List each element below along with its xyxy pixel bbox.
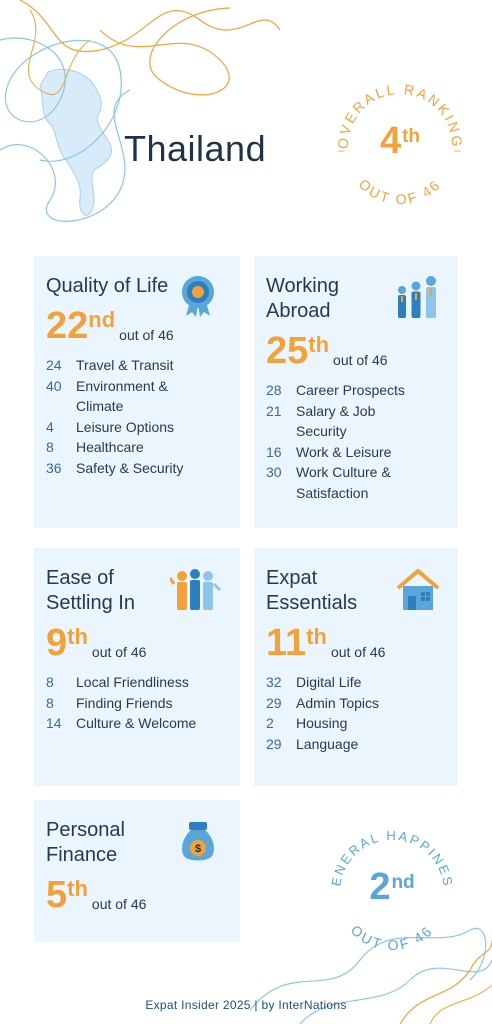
overall-rank-suffix: th bbox=[402, 126, 421, 147]
svg-text:–: – bbox=[454, 143, 461, 157]
sub-rank-label: Housing bbox=[296, 715, 348, 731]
medal-icon bbox=[178, 274, 218, 323]
sub-rank: 30 bbox=[266, 464, 282, 480]
happiness-rank-number: 2 bbox=[369, 866, 391, 908]
footer-credit: Expat Insider 2025 | by InterNations bbox=[145, 998, 347, 1012]
category-rank-number: 22 bbox=[46, 305, 89, 347]
card-quality-of-life: Quality of Life 22 nd out of 46 24 Travel… bbox=[34, 256, 240, 528]
category-rank-number: 9 bbox=[46, 622, 68, 664]
category-out-of: out of 46 bbox=[119, 327, 174, 343]
sub-rank-label: Finding Friends bbox=[76, 694, 173, 711]
card-expat-essentials: Expat Essentials 11 th out of 46 32 Digit… bbox=[254, 548, 458, 786]
happiness-rank-suffix: nd bbox=[391, 872, 415, 893]
category-rank-suffix: th bbox=[67, 624, 88, 649]
sub-rank-label: Work Culture & Satisfaction bbox=[296, 464, 391, 501]
people-group-icon bbox=[168, 568, 222, 617]
category-rank-number: 11 bbox=[266, 622, 307, 664]
overall-rank-number: 4 bbox=[379, 120, 402, 162]
category-rank-suffix: nd bbox=[88, 307, 116, 332]
sub-rank: 16 bbox=[266, 443, 282, 460]
overall-badge-bottom-text: OUT OF 46 bbox=[356, 176, 442, 208]
card-title: Expat Essentials bbox=[266, 567, 358, 614]
card-title: Personal Finance bbox=[46, 819, 125, 866]
card-title: Ease of Settling In bbox=[46, 567, 135, 614]
sub-rank-label: Culture & Welcome bbox=[76, 715, 197, 731]
sub-rank-row: 16 Work & Leisure bbox=[266, 442, 446, 463]
sub-rank-label: Environment & Climate bbox=[76, 377, 168, 415]
sub-rank-row: 32 Digital Life bbox=[266, 672, 446, 693]
sub-rank-row: 8 Healthcare bbox=[46, 437, 228, 458]
workers-icon bbox=[394, 276, 440, 325]
sub-rank: 8 bbox=[46, 674, 54, 690]
category-out-of: out of 46 bbox=[330, 644, 386, 660]
sub-rank-row: 29 Language bbox=[266, 734, 446, 755]
card-working-abroad: Working Abroad 25 th out of 46 28 Career … bbox=[254, 256, 458, 528]
sub-rank-row: 29 Admin Topics bbox=[266, 693, 446, 714]
sub-rank: 14 bbox=[46, 715, 62, 731]
category-out-of: out of 46 bbox=[91, 644, 147, 660]
money-bag-icon: $ bbox=[180, 820, 216, 867]
sub-rank-label: Healthcare bbox=[76, 439, 144, 455]
sub-rank: 28 bbox=[266, 382, 282, 398]
sub-rank-label: Work & Leisure bbox=[296, 443, 392, 460]
category-rank-suffix: th bbox=[306, 624, 327, 649]
category-rank-suffix: th bbox=[67, 876, 88, 901]
category-rank-number: 5 bbox=[46, 874, 68, 916]
sub-rank-label: Safety & Security bbox=[76, 459, 184, 476]
sub-rank-row: 28 Career Prospects bbox=[266, 380, 446, 401]
sub-rank-label: Language bbox=[296, 735, 359, 752]
card-ease-of-settling-in: Ease of Settling In 9 th out of 46 8 Loca… bbox=[34, 548, 240, 786]
sub-rank-row: 2 Housing bbox=[266, 713, 446, 734]
sub-rank-row: 4 Leisure Options bbox=[46, 417, 228, 438]
sub-rank: 29 bbox=[266, 694, 282, 711]
thailand-map-shape bbox=[39, 68, 112, 216]
sub-rank-label: Travel & Transit bbox=[76, 357, 174, 373]
card-title: Working Abroad bbox=[266, 275, 339, 322]
sub-rank: 21 bbox=[266, 402, 282, 419]
category-out-of: out of 46 bbox=[91, 896, 147, 912]
sub-rank: 4 bbox=[46, 418, 54, 435]
sub-rank-label: Local Friendliness bbox=[76, 674, 189, 690]
sub-rank: 2 bbox=[266, 715, 274, 731]
sub-rank-label: Career Prospects bbox=[296, 382, 405, 398]
sub-rank-row: 24 Travel & Transit bbox=[46, 355, 228, 376]
country-title: Thailand bbox=[124, 128, 267, 169]
sub-rank-row: 21 Salary & Job Security bbox=[266, 401, 446, 442]
sub-rank-row: 14 Culture & Welcome bbox=[46, 713, 228, 734]
svg-text:–: – bbox=[338, 143, 345, 157]
sub-rank-label: Digital Life bbox=[296, 674, 362, 690]
category-rank-suffix: th bbox=[308, 332, 330, 357]
happiness-badge-bottom-text: OUT OF 46 bbox=[348, 922, 434, 954]
sub-rank: 24 bbox=[46, 357, 62, 373]
sub-rank-row: 8 Local Friendliness bbox=[46, 672, 228, 693]
general-happiness-badge: GENERAL HAPPINESS OUT OF 46 2nd bbox=[316, 810, 462, 962]
sub-rank-row: 8 Finding Friends bbox=[46, 693, 228, 714]
card-title: Quality of Life bbox=[46, 275, 169, 297]
category-rank-number: 25 bbox=[266, 330, 309, 372]
svg-text:$: $ bbox=[195, 843, 201, 855]
sub-rank-label: Admin Topics bbox=[296, 694, 380, 711]
house-icon bbox=[396, 568, 440, 617]
sub-rank-label: Salary & Job Security bbox=[296, 402, 376, 440]
overall-ranking-badge: OVERALL RANKING OUT OF 46 – – 4th bbox=[330, 76, 470, 216]
svg-text:OUT OF 46: OUT OF 46 bbox=[348, 922, 436, 954]
sub-rank: 40 bbox=[46, 377, 62, 394]
sub-rank: 8 bbox=[46, 439, 54, 455]
sub-rank: 29 bbox=[266, 735, 282, 752]
card-personal-finance: Personal Finance $ 5 th out of 46 bbox=[34, 800, 240, 942]
sub-rank: 8 bbox=[46, 694, 54, 711]
sub-rank-label: Leisure Options bbox=[76, 418, 175, 435]
sub-rank-row: 36 Safety & Security bbox=[46, 458, 228, 479]
sub-rank-row: 40 Environment & Climate bbox=[46, 376, 228, 417]
category-out-of: out of 46 bbox=[333, 352, 388, 368]
svg-text:OUT OF 46: OUT OF 46 bbox=[356, 176, 444, 208]
sub-rank-row: 30 Work Culture & Satisfaction bbox=[266, 462, 446, 503]
sub-rank: 32 bbox=[266, 674, 282, 690]
sub-rank: 36 bbox=[46, 459, 62, 476]
